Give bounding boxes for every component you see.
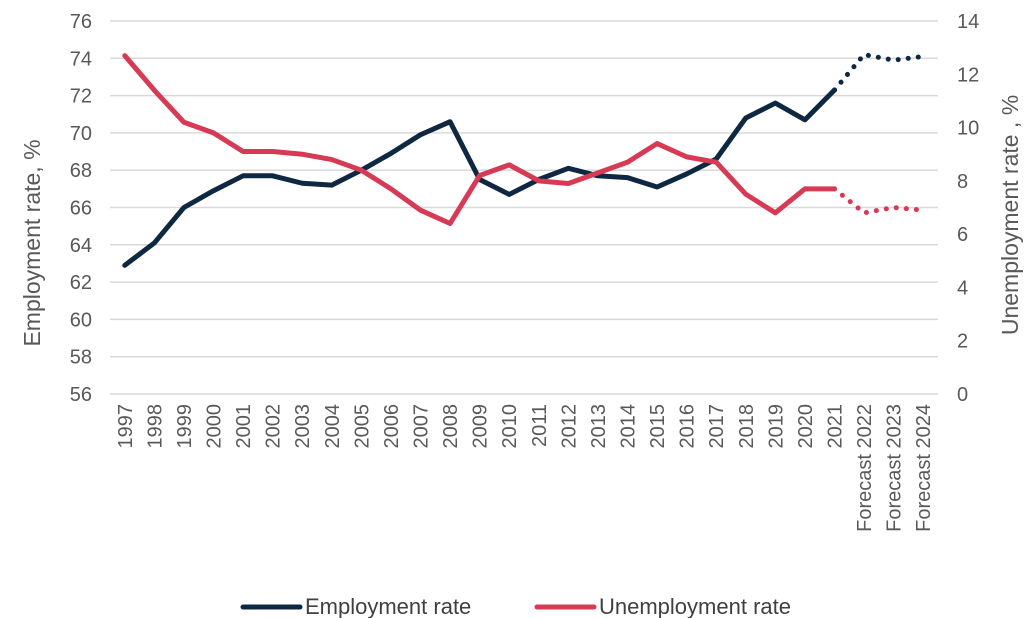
left-axis-title: Employment rate, %	[19, 139, 45, 346]
x-tick-label: 2001	[233, 404, 255, 449]
left-tick-label: 68	[70, 160, 92, 182]
x-tick-label: 2008	[440, 404, 462, 449]
x-tick-label: Forecast 2023	[884, 404, 906, 532]
right-tick-label: 14	[957, 11, 979, 33]
legend-label-employment: Employment rate	[305, 594, 471, 618]
x-tick-label: 2015	[647, 404, 669, 449]
series-lines	[122, 52, 926, 268]
right-tick-label: 12	[957, 64, 979, 86]
x-tick-label: Forecast 2024	[913, 404, 935, 532]
left-tick-label: 64	[70, 235, 92, 257]
legend-label-unemployment: Unemployment rate	[599, 594, 791, 618]
x-tick-label: 2009	[470, 404, 492, 449]
employment-rate-forecast-line	[832, 52, 926, 93]
x-tick-label: 2014	[618, 404, 640, 449]
x-tick-label: 2013	[588, 404, 610, 449]
x-tick-label: 2019	[765, 404, 787, 449]
right-tick-label: 4	[957, 277, 968, 299]
x-tick-label: 1997	[115, 404, 137, 449]
x-axis-ticks: 1997 1998 1999 2000 2001 2002 2003 2004 2005 2006…	[115, 404, 935, 532]
x-tick-label: 2000	[204, 404, 226, 449]
x-tick-label: 2002	[263, 404, 285, 449]
right-axis-ticks: 0 2 4 6 8 10 12 14	[957, 11, 979, 406]
x-tick-label: 1999	[174, 404, 196, 449]
legend: Employment rate Unemployment rate	[240, 594, 791, 618]
left-tick-label: 56	[70, 384, 92, 406]
x-tick-label: Forecast 2022	[854, 404, 876, 532]
left-tick-label: 74	[70, 48, 92, 70]
x-tick-label: 2018	[736, 404, 758, 449]
right-tick-label: 6	[957, 224, 968, 246]
left-tick-label: 70	[70, 123, 92, 145]
x-tick-label: 2016	[677, 404, 699, 449]
x-tick-label: 2006	[381, 404, 403, 449]
unemployment-rate-forecast-line	[832, 186, 926, 216]
left-tick-label: 66	[70, 198, 92, 220]
x-tick-label: 1998	[144, 404, 166, 449]
gridlines	[110, 20, 938, 395]
left-tick-label: 72	[70, 86, 92, 108]
right-tick-label: 8	[957, 171, 968, 193]
left-axis-ticks: 56 58 60 62 64 66 68 70 72 74 76	[70, 11, 92, 406]
left-tick-label: 76	[70, 11, 92, 33]
x-tick-label: 2017	[706, 404, 728, 449]
x-tick-label: 2010	[499, 404, 521, 449]
right-tick-label: 10	[957, 118, 979, 140]
x-tick-label: 2021	[825, 404, 847, 449]
x-tick-label: 2003	[292, 404, 314, 449]
x-tick-label: 2011	[529, 404, 551, 447]
x-tick-label: 2012	[558, 404, 580, 449]
right-tick-label: 0	[957, 384, 968, 406]
left-tick-label: 62	[70, 272, 92, 294]
x-tick-label: 2007	[411, 404, 433, 449]
left-tick-label: 60	[70, 309, 92, 331]
x-tick-label: 2004	[322, 404, 344, 449]
x-tick-label: 2005	[351, 404, 373, 449]
left-tick-label: 58	[70, 347, 92, 369]
right-axis-title: Unemployment rate , %	[997, 95, 1023, 335]
x-tick-label: 2020	[795, 404, 817, 449]
right-tick-label: 2	[957, 331, 968, 353]
